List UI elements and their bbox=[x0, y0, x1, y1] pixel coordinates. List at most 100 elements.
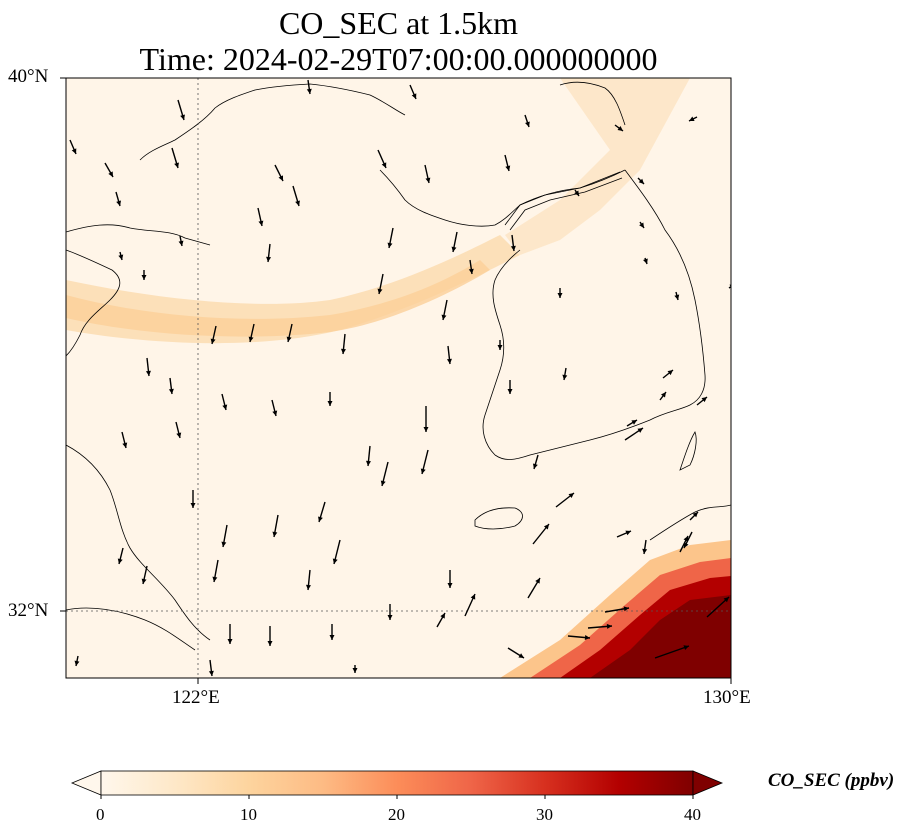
lat-tick-32N: 32°N bbox=[8, 600, 49, 621]
wind-arrowhead bbox=[180, 114, 185, 120]
wind-arrowhead bbox=[118, 254, 124, 260]
wind-arrowhead bbox=[74, 660, 80, 666]
wind-arrowhead bbox=[380, 480, 386, 486]
wind-arrowhead bbox=[387, 242, 393, 248]
co-high-core bbox=[590, 595, 731, 678]
wind-arrowhead bbox=[505, 165, 511, 171]
wind-arrowhead bbox=[631, 420, 637, 425]
wind-arrowhead bbox=[116, 200, 122, 206]
wind-arrowhead bbox=[684, 542, 689, 548]
wind-arrowhead bbox=[625, 530, 631, 536]
lat-tick-40N: 40°N bbox=[8, 66, 49, 87]
wind-arrowhead bbox=[532, 463, 538, 469]
wind-arrowhead bbox=[141, 275, 147, 280]
wind-arrowhead bbox=[306, 88, 312, 94]
wind-arrowhead bbox=[639, 222, 644, 228]
wind-arrowhead bbox=[507, 389, 513, 394]
wind-arrowhead bbox=[440, 613, 445, 619]
wind-arrowhead bbox=[667, 370, 673, 376]
colorbar-tick-40: 40 bbox=[684, 805, 701, 824]
wind-arrowhead bbox=[278, 175, 283, 181]
wind-arrowhead bbox=[210, 338, 216, 344]
co-plume-northeast bbox=[505, 78, 690, 255]
map-title: CO_SEC at 1.5km bbox=[278, 5, 519, 41]
wind-arrowhead bbox=[557, 293, 563, 298]
wind-arrowhead bbox=[606, 623, 612, 629]
wind-arrowhead bbox=[366, 460, 371, 466]
wind-arrowhead bbox=[683, 645, 689, 651]
wind-arrowhead bbox=[145, 370, 151, 376]
wind-arrowhead bbox=[258, 220, 264, 226]
wind-arrowhead bbox=[535, 578, 540, 584]
wind-arrowhead bbox=[674, 294, 680, 300]
wind-arrowhead bbox=[286, 336, 292, 342]
wind-arrowhead bbox=[723, 597, 729, 603]
colorbar bbox=[70, 770, 724, 799]
wind-arrowhead bbox=[423, 427, 429, 432]
wind-arrowhead bbox=[108, 171, 113, 177]
colorbar-label: CO_SEC (ppbv) bbox=[768, 770, 895, 791]
colorbar-tick-30: 30 bbox=[536, 805, 553, 824]
wind-arrowhead bbox=[574, 190, 579, 196]
wind-arrowhead bbox=[71, 148, 77, 154]
wind-arrowhead bbox=[227, 639, 233, 644]
wind-arrowhead bbox=[306, 584, 311, 590]
wind-arrowhead bbox=[701, 397, 707, 403]
wind-arrowhead bbox=[377, 288, 383, 294]
wind-arrowhead bbox=[638, 178, 644, 184]
wind-arrowhead bbox=[222, 404, 228, 410]
wind-arrowhead bbox=[327, 401, 333, 406]
wind-arrowhead bbox=[174, 162, 179, 168]
lon-tick-122E: 122°E bbox=[172, 687, 220, 708]
wind-arrowhead bbox=[332, 558, 338, 564]
wind-arrowhead bbox=[420, 468, 426, 474]
wind-arrowhead bbox=[451, 246, 457, 252]
wind-arrowhead bbox=[387, 615, 393, 620]
wind-arrow bbox=[654, 645, 690, 659]
wind-arrowhead bbox=[352, 668, 358, 673]
wind-arrowhead bbox=[176, 432, 182, 438]
wind-arrowhead bbox=[267, 641, 273, 646]
wind-arrowhead bbox=[212, 576, 218, 582]
wind-arrowhead bbox=[141, 578, 147, 584]
wind-arrowhead bbox=[441, 314, 447, 320]
wind-arrowhead bbox=[568, 493, 574, 499]
wind-arrowhead bbox=[692, 512, 698, 518]
wind-arrowhead bbox=[562, 374, 568, 380]
colorbar-gradient bbox=[100, 770, 694, 796]
wind-arrowhead bbox=[689, 116, 695, 121]
coastlines bbox=[66, 81, 731, 651]
wind-arrowhead bbox=[248, 336, 254, 342]
wind-arrowhead bbox=[411, 93, 417, 99]
wind-arrowhead bbox=[318, 516, 323, 522]
wind-arrowhead bbox=[642, 548, 648, 554]
wind-arrowhead bbox=[661, 392, 666, 398]
wind-arrowhead bbox=[295, 200, 300, 206]
wind-arrowhead bbox=[447, 583, 453, 588]
map-plot bbox=[60, 77, 732, 684]
wind-vectors bbox=[69, 79, 731, 677]
wind-arrowhead bbox=[584, 635, 590, 641]
wind-arrowhead bbox=[122, 442, 128, 448]
wind-arrowhead bbox=[425, 177, 431, 183]
lon-tick-130E: 130°E bbox=[703, 687, 751, 708]
wind-arrowhead bbox=[617, 126, 623, 131]
wind-arrowhead bbox=[178, 240, 184, 246]
wind-arrowhead bbox=[168, 388, 174, 394]
co-plume-core bbox=[66, 260, 490, 337]
wind-arrowhead bbox=[117, 558, 123, 564]
wind-arrowhead bbox=[272, 531, 278, 537]
colorbar-extend-min bbox=[70, 770, 102, 796]
wind-arrowhead bbox=[643, 258, 648, 264]
wind-arrowhead bbox=[525, 121, 530, 127]
wind-arrowhead bbox=[683, 536, 688, 542]
wind-arrowhead bbox=[266, 256, 272, 262]
wind-arrowhead bbox=[497, 345, 503, 350]
wind-arrowhead bbox=[510, 245, 516, 251]
wind-arrowhead bbox=[543, 524, 549, 530]
wind-arrowhead bbox=[468, 268, 474, 274]
map-timestamp: Time: 2024-02-29T07:00:00.000000000 bbox=[139, 41, 658, 77]
wind-arrowhead bbox=[446, 358, 452, 364]
colorbar-tick-0: 0 bbox=[96, 805, 105, 824]
wind-arrowhead bbox=[518, 653, 524, 658]
